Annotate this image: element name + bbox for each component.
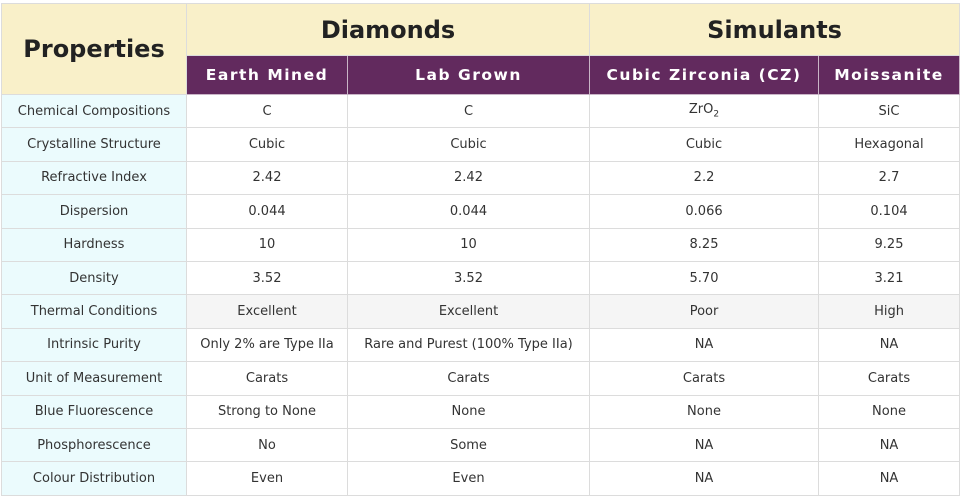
value-cell: Excellent <box>186 294 348 329</box>
value-cell: C <box>186 93 348 129</box>
table-row: Density 3.52 3.52 5.70 3.21 <box>1 260 960 296</box>
property-cell: Thermal Conditions <box>1 294 187 329</box>
value-cell: High <box>818 294 960 329</box>
value-cell: Carats <box>346 361 591 396</box>
table-row: Hardness 10 10 8.25 9.25 <box>1 227 960 262</box>
value-cell: 10 <box>346 227 591 262</box>
value-cell: 0.066 <box>589 194 820 229</box>
value-cell: Carats <box>818 361 960 396</box>
value-cell: 2.2 <box>589 160 820 196</box>
property-cell: Density <box>1 260 187 296</box>
table-row: Blue Fluorescence Strong to None None None N… <box>1 394 960 429</box>
table-row: Phosphorescence No Some NA NA <box>1 427 960 463</box>
table-row: Chemical Compositions C C ZrO2 SiC <box>1 93 960 129</box>
value-cell: NA <box>818 327 960 363</box>
property-cell: Dispersion <box>1 194 187 229</box>
value-cell: Some <box>346 427 591 463</box>
value-cell: 0.044 <box>346 194 591 229</box>
table-row: Thermal Conditions Excellent Excellent Poor… <box>1 294 960 329</box>
property-cell: Phosphorescence <box>1 427 187 463</box>
table-row: Crystalline Structure Cubic Cubic Cubic Hexa… <box>1 127 960 162</box>
value-cell: 10 <box>186 227 348 262</box>
value-cell: 8.25 <box>589 227 820 262</box>
value-cell: Poor <box>589 294 820 329</box>
formula-subscript: 2 <box>713 109 720 120</box>
value-cell: None <box>818 394 960 429</box>
value-cell: Only 2% are Type IIa <box>186 327 348 363</box>
value-cell: No <box>186 427 348 463</box>
column-header-cubic-zirconia: Cubic Zirconia (CZ) <box>589 55 820 95</box>
value-cell: NA <box>589 427 820 463</box>
table-row: Dispersion 0.044 0.044 0.066 0.104 <box>1 194 960 229</box>
property-cell: Crystalline Structure <box>1 127 187 162</box>
value-cell: 3.52 <box>346 260 591 296</box>
value-cell: Even <box>346 461 591 496</box>
properties-header: Properties <box>1 3 187 95</box>
value-cell: ZrO2 <box>589 93 820 129</box>
table-row: Refractive Index 2.42 2.42 2.2 2.7 <box>1 160 960 196</box>
value-cell: Carats <box>589 361 820 396</box>
value-cell: 5.70 <box>589 260 820 296</box>
value-cell: Strong to None <box>186 394 348 429</box>
value-cell: Rare and Purest (100% Type IIa) <box>346 327 591 363</box>
column-header-moissanite: Moissanite <box>818 55 960 95</box>
property-cell: Colour Distribution <box>1 461 187 496</box>
value-cell: Excellent <box>346 294 591 329</box>
value-cell: Carats <box>186 361 348 396</box>
value-cell: NA <box>818 427 960 463</box>
formula-text: ZrO <box>688 102 714 118</box>
value-cell: Hexagonal <box>818 127 960 162</box>
value-cell: 0.044 <box>186 194 348 229</box>
property-cell: Intrinsic Purity <box>1 327 187 363</box>
value-cell: NA <box>589 461 820 496</box>
value-cell: 2.42 <box>346 160 591 196</box>
value-cell: 0.104 <box>818 194 960 229</box>
table-row: Intrinsic Purity Only 2% are Type IIa Rare… <box>1 327 960 363</box>
value-cell: None <box>589 394 820 429</box>
value-cell: Cubic <box>346 127 591 162</box>
comparison-table: Properties Diamonds Simulants Earth Mine… <box>1 3 960 496</box>
value-cell: None <box>346 394 591 429</box>
property-cell: Hardness <box>1 227 187 262</box>
value-cell: NA <box>589 327 820 363</box>
table-row: Colour Distribution Even Even NA NA <box>1 461 960 496</box>
value-cell: C <box>346 93 591 129</box>
column-header-earth-mined: Earth Mined <box>186 55 348 95</box>
value-cell: SiC <box>818 93 960 129</box>
value-cell: 2.7 <box>818 160 960 196</box>
value-cell: Cubic <box>186 127 348 162</box>
value-cell: Cubic <box>589 127 820 162</box>
value-cell: NA <box>818 461 960 496</box>
value-cell: 3.21 <box>818 260 960 296</box>
column-header-lab-grown: Lab Grown <box>346 55 591 95</box>
property-cell: Blue Fluorescence <box>1 394 187 429</box>
value-cell: 3.52 <box>186 260 348 296</box>
value-cell: Even <box>186 461 348 496</box>
value-cell: 9.25 <box>818 227 960 262</box>
table-row: Unit of Measurement Carats Carats Carats Car… <box>1 361 960 396</box>
group-header-diamonds: Diamonds <box>185 3 591 56</box>
value-cell: 2.42 <box>186 160 348 196</box>
property-cell: Chemical Compositions <box>1 93 187 129</box>
property-cell: Refractive Index <box>1 160 187 196</box>
group-header-simulants: Simulants <box>589 3 960 56</box>
property-cell: Unit of Measurement <box>1 361 187 396</box>
